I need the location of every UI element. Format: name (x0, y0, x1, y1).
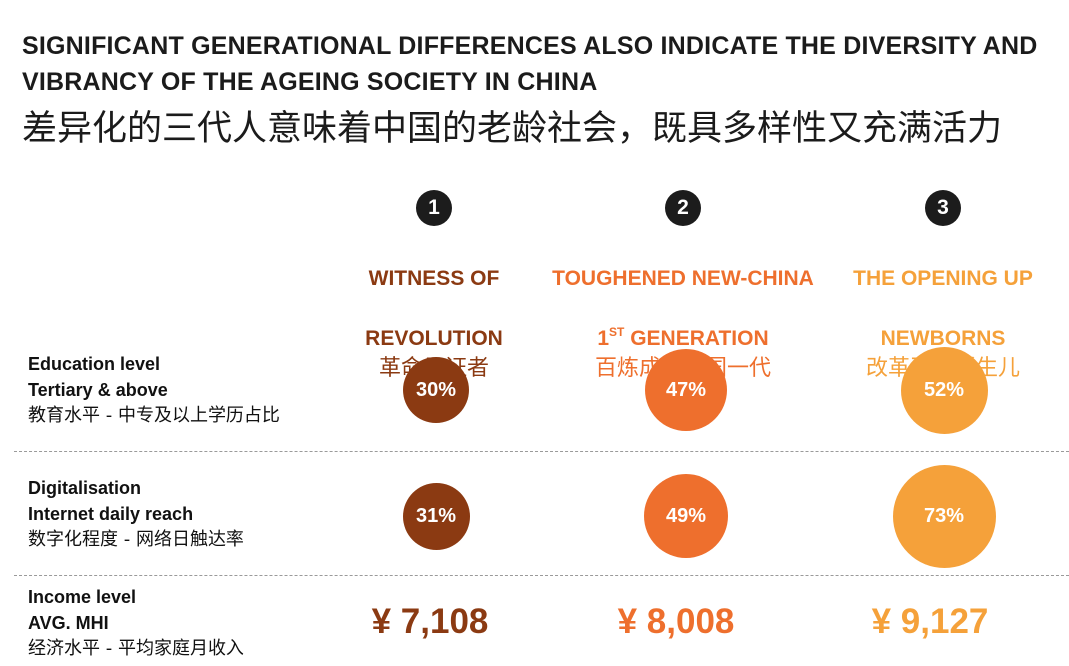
generation-name-line2: REVOLUTION (365, 327, 503, 350)
row-label-en: Income level (28, 587, 137, 607)
generation-name-line2-number: 1 (597, 327, 610, 350)
row-label-en-sub: AVG. MHI (28, 613, 109, 633)
row-label-en: Digitalisation (28, 478, 142, 498)
generation-name: THE OPENING UP NEWBORNS (793, 234, 1069, 354)
generation-name-line2-rest: GENERATION (624, 327, 769, 350)
education-row-label: Education level Tertiary & above 教育水平 - … (28, 351, 280, 429)
row-label-zh: 经济水平 - 平均家庭月收入 (28, 638, 244, 659)
generation-name-line2-superscript: ST (609, 325, 625, 339)
digitalisation-bubble-gen3: 73% (892, 464, 996, 568)
generation-number-badge: 2 (665, 190, 701, 226)
page-title: SIGNIFICANT GENERATIONAL DIFFERENCES ALS… (22, 32, 1038, 96)
row-label-zh: 教育水平 - 中专及以上学历占比 (28, 405, 280, 426)
digitalisation-bubble-gen1: 31% (402, 482, 470, 550)
income-value-gen1: ¥ 7,108 (371, 602, 489, 641)
income-row-label: Income level AVG. MHI 经济水平 - 平均家庭月收入 (28, 584, 244, 662)
income-value-gen3: ¥ 9,127 (871, 602, 989, 641)
digitalisation-bubble-gen2: 49% (644, 474, 728, 558)
generation-name-line1: TOUGHENED NEW-CHINA (552, 267, 814, 290)
generation-name-line2: NEWBORNS (880, 327, 1006, 350)
row-label-zh: 数字化程度 - 网络日触达率 (28, 529, 244, 550)
education-bubble-gen3: 52% (900, 346, 988, 434)
generation-name-line1: WITNESS OF (368, 267, 500, 290)
generation-name: TOUGHENED NEW-CHINA 1ST GENERATION (533, 234, 833, 354)
generation-number-badge: 3 (925, 190, 961, 226)
generation-number-badge: 1 (416, 190, 452, 226)
education-bubble-gen2: 47% (645, 349, 727, 431)
row-label-en: Education level (28, 354, 161, 374)
row-divider (14, 451, 1069, 452)
generation-name-line1: THE OPENING UP (853, 267, 1033, 290)
income-value-gen2: ¥ 8,008 (617, 602, 735, 641)
row-label-en-sub: Internet daily reach (28, 504, 194, 524)
digitalisation-row-label: Digitalisation Internet daily reach 数字化程… (28, 475, 244, 553)
page-title-chinese: 差异化的三代人意味着中国的老龄社会，既具多样性又充满活力 (22, 109, 1003, 149)
generation-name: WITNESS OF REVOLUTION (284, 234, 584, 354)
education-bubble-gen1: 30% (403, 357, 469, 423)
row-label-en-sub: Tertiary & above (28, 380, 168, 400)
row-divider (14, 575, 1069, 576)
